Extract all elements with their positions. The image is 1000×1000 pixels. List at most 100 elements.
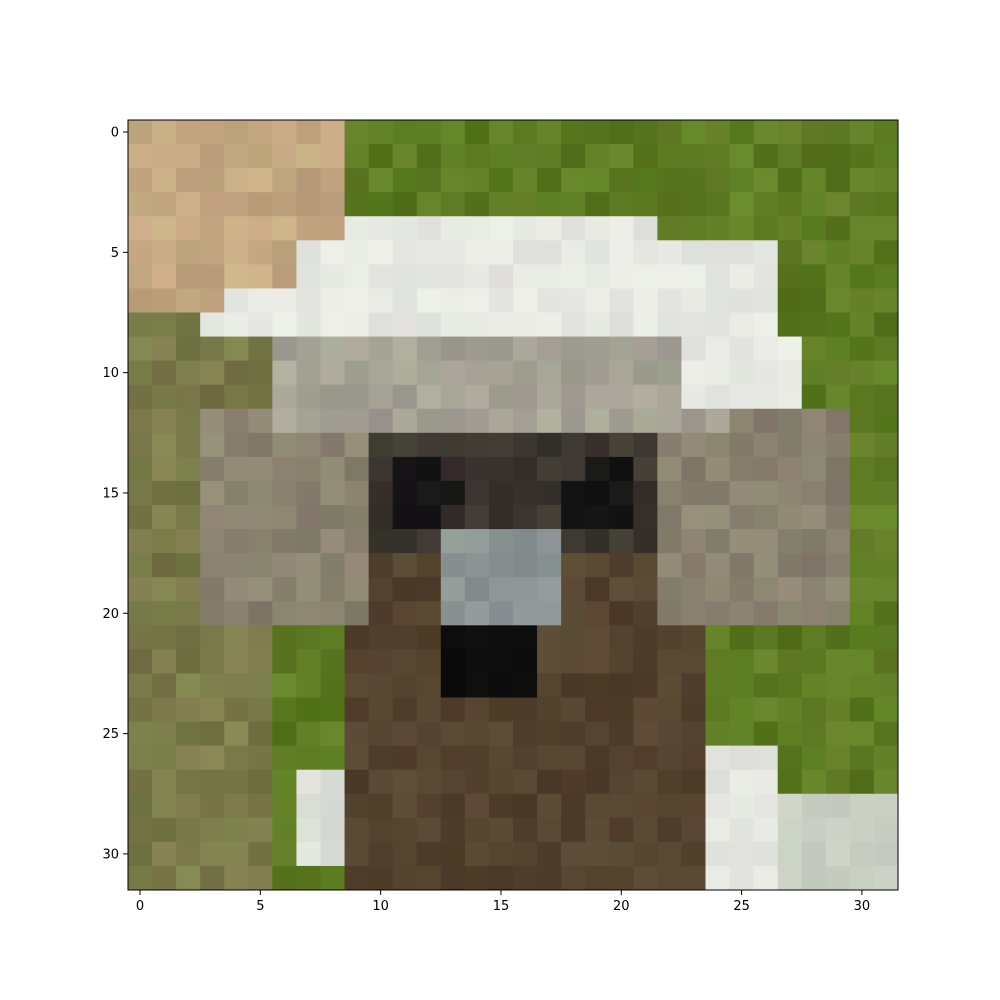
pixel: [825, 480, 851, 506]
pixel: [537, 601, 562, 626]
pixel: [368, 817, 394, 843]
pixel: [777, 625, 803, 650]
pixel: [825, 817, 851, 843]
pixel: [272, 312, 297, 337]
pixel: [464, 288, 490, 313]
pixel: [128, 745, 153, 771]
pixel: [176, 408, 201, 434]
pixel: [849, 384, 875, 410]
pixel: [777, 745, 803, 771]
pixel: [729, 144, 755, 169]
pixel: [825, 625, 851, 650]
pixel: [248, 336, 273, 362]
pixel: [488, 288, 514, 313]
pixel: [753, 793, 779, 819]
pixel: [873, 553, 899, 578]
pixel: [681, 120, 706, 145]
pixel: [152, 841, 177, 867]
pixel: [416, 841, 442, 867]
pixel: [801, 841, 827, 867]
pixel: [392, 408, 418, 434]
pixel: [657, 384, 682, 410]
pixel: [320, 192, 345, 217]
pixel: [440, 192, 466, 217]
pixel: [705, 841, 730, 867]
pixel: [609, 673, 634, 698]
pixel: [176, 120, 201, 145]
pixel: [825, 769, 851, 795]
pixel: [849, 336, 875, 362]
pixel: [488, 456, 514, 482]
pixel: [296, 168, 321, 193]
pixel: [128, 697, 153, 722]
pixel: [705, 168, 730, 193]
pixel: [753, 312, 779, 337]
pixel: [753, 529, 779, 554]
pixel: [224, 841, 249, 867]
pixel: [513, 456, 538, 482]
pixel: [537, 529, 562, 554]
pixel: [657, 312, 682, 337]
pixel: [392, 601, 418, 626]
x-tick-label: 5: [256, 899, 264, 914]
pixel: [368, 480, 394, 506]
pixel: [320, 817, 345, 843]
pixel: [825, 312, 851, 337]
pixel: [488, 793, 514, 819]
pixel: [801, 120, 827, 145]
pixel: [537, 168, 562, 193]
pixel: [488, 312, 514, 337]
pixel: [825, 240, 851, 265]
pixel: [224, 673, 249, 698]
pixel: [513, 745, 538, 771]
pixel: [296, 697, 321, 722]
pixel: [801, 240, 827, 265]
pixel: [801, 384, 827, 410]
pixel: [825, 793, 851, 819]
pixel: [561, 649, 586, 674]
pixel: [729, 432, 755, 458]
pixel: [440, 769, 466, 795]
pixel: [152, 649, 177, 674]
pixel: [488, 168, 514, 193]
pixel: [561, 216, 586, 241]
pixel: [272, 553, 297, 578]
pixel: [368, 601, 394, 626]
y-axis: 0 5 10 15 20 25 30: [102, 126, 128, 862]
pixel: [488, 721, 514, 747]
pixel: [152, 721, 177, 747]
pixel: [705, 432, 730, 458]
pixel: [657, 288, 682, 313]
pixel: [561, 336, 586, 362]
pixel: [416, 577, 442, 602]
pixel: [392, 312, 418, 337]
pixel: [344, 817, 370, 843]
pixel: [392, 264, 418, 289]
y-tick-label: 25: [102, 727, 119, 742]
pixel: [248, 432, 273, 458]
pixel: [801, 697, 827, 722]
pixel: [825, 288, 851, 313]
pixel: [681, 721, 706, 747]
pixel: [609, 649, 634, 674]
pixel: [753, 408, 779, 434]
pixel: [753, 264, 779, 289]
pixel: [825, 577, 851, 602]
pixel: [392, 673, 418, 698]
pixel: [705, 793, 730, 819]
pixel: [200, 216, 225, 241]
pixel: [224, 577, 249, 602]
pixel: [128, 841, 153, 867]
pixel: [513, 817, 538, 843]
pixel: [849, 432, 875, 458]
pixel: [825, 408, 851, 434]
pixel: [705, 336, 730, 362]
pixel: [585, 649, 610, 674]
pixel: [224, 769, 249, 795]
pixel: [849, 288, 875, 313]
pixel: [272, 288, 297, 313]
pixel: [272, 480, 297, 506]
pixel: [344, 865, 370, 891]
pixel: [416, 360, 442, 386]
pixel: [849, 673, 875, 698]
